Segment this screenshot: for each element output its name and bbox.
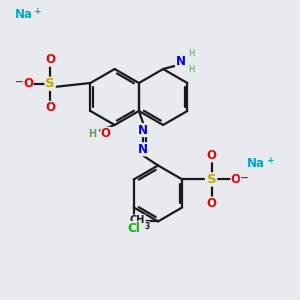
Text: O: O [207,149,217,162]
Text: Cl: Cl [128,221,140,235]
Text: H: H [188,49,194,58]
Text: O: O [45,101,55,114]
Text: O: O [207,197,217,210]
Text: S: S [207,173,217,186]
Text: Na: Na [247,157,265,170]
Text: N: N [138,143,148,156]
Text: O: O [231,173,241,186]
Text: S: S [45,77,55,90]
Text: N: N [176,55,186,68]
Text: N: N [138,124,148,136]
Text: O: O [23,77,33,90]
Text: O: O [101,127,111,140]
Text: +: + [34,7,41,16]
Text: CH: CH [130,215,145,225]
Text: −: − [240,172,249,182]
Text: H: H [188,64,194,74]
Text: −: − [15,77,23,87]
Text: +: + [267,156,274,165]
Text: H: H [88,129,97,139]
Text: Na: Na [14,8,32,21]
Text: 3: 3 [144,222,149,231]
Text: O: O [45,53,55,66]
